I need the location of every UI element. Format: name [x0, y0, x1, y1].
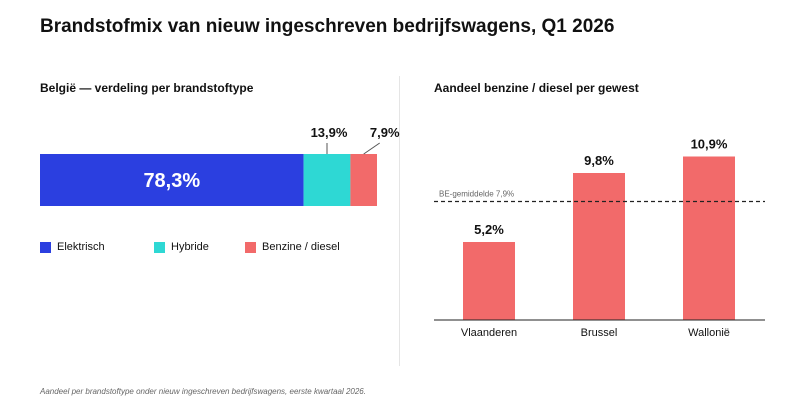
bar-wallonie [683, 156, 735, 320]
x-tick-label-vlaanderen: Vlaanderen [461, 327, 517, 339]
data-label-benzine-diesel: 7,9% [370, 125, 400, 140]
legend-item-hybride: Hybride [154, 241, 209, 253]
x-tick-label-wallonie: Wallonië [688, 327, 730, 339]
legend-item-benzine-diesel: Benzine / diesel [245, 241, 340, 253]
right-chart-title: Aandeel benzine / diesel per gewest [434, 81, 639, 95]
data-label-brussel: 9,8% [584, 153, 614, 168]
x-tick-label-brussel: Brussel [581, 327, 618, 339]
legend-label: Hybride [171, 241, 209, 253]
data-label-hybride: 13,9% [311, 125, 348, 140]
left-chart-title: België — verdeling per brandstoftype [40, 81, 254, 95]
reference-line-label: BE-gemiddelde 7,9% [439, 190, 514, 199]
chart-title: Brandstofmix van nieuw ingeschreven bedr… [40, 16, 615, 37]
bar-segment-benzine-diesel [350, 154, 377, 206]
data-label-wallonie: 10,9% [691, 137, 728, 152]
legend-swatch [154, 241, 165, 253]
legend-swatch [40, 241, 51, 253]
bar-brussel [573, 173, 625, 320]
legend-label: Benzine / diesel [262, 241, 340, 253]
data-label-elektrisch: 78,3% [143, 170, 200, 192]
bar-vlaanderen [463, 242, 515, 320]
label-leader-benzine-diesel [363, 142, 380, 155]
panel-divider [399, 76, 400, 366]
bar-segment-hybride [303, 154, 351, 206]
legend-swatch [245, 241, 256, 253]
data-label-vlaanderen: 5,2% [474, 222, 504, 237]
legend-item-elektrisch: Elektrisch [40, 241, 105, 253]
footnote: Aandeel per brandstoftype onder nieuw in… [40, 387, 366, 396]
bar-segment-elektrisch [40, 154, 304, 206]
legend-label: Elektrisch [57, 241, 105, 253]
